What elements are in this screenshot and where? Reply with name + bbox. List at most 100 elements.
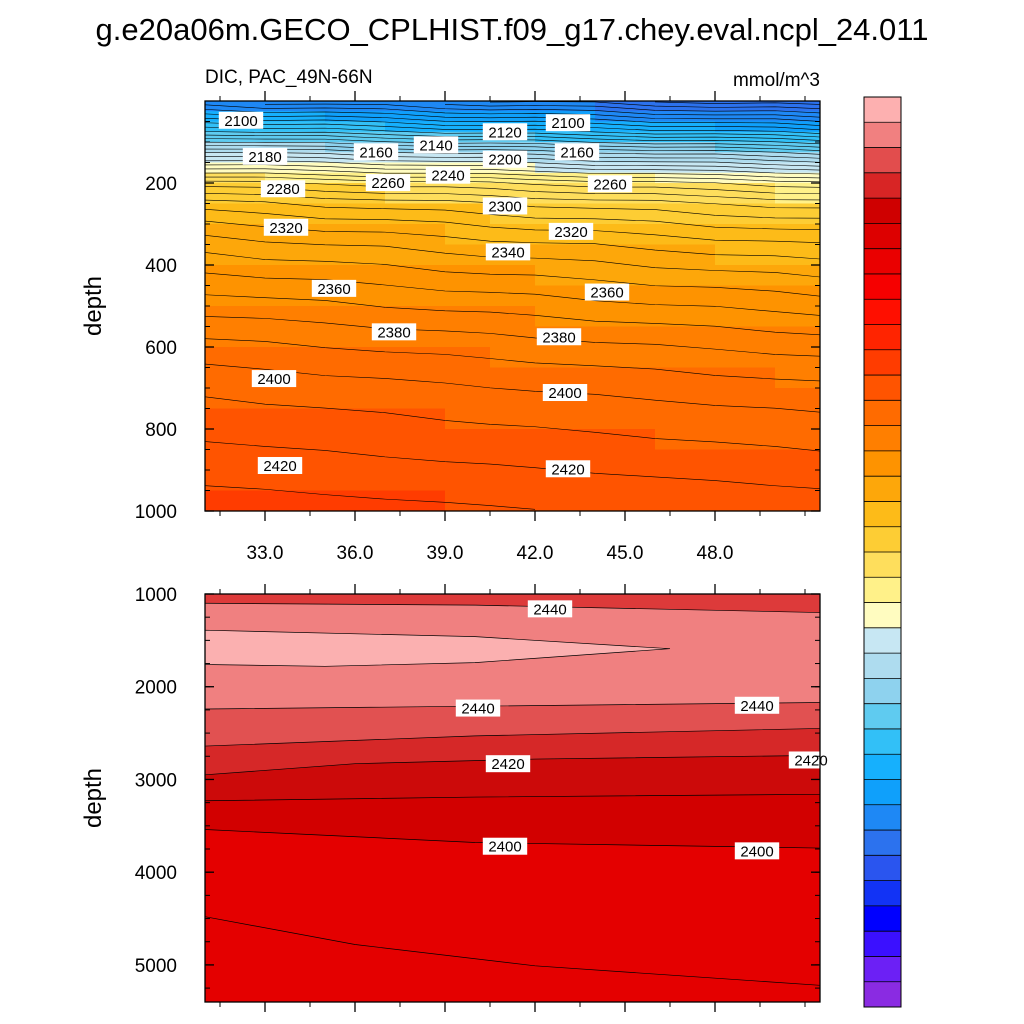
lower-contour-label: 2400	[488, 839, 521, 856]
upper-field-cell	[595, 449, 656, 471]
colorbar-swatch	[864, 273, 901, 300]
upper-contour-line	[205, 180, 820, 201]
upper-field-cell	[655, 367, 716, 389]
upper-contour-line	[444, 104, 820, 114]
upper-contour-label: 2160	[359, 144, 392, 161]
upper-contour-label: 2380	[542, 329, 575, 346]
upper-field-cell	[205, 429, 266, 451]
upper-field-cell	[655, 285, 716, 307]
upper-field-cell	[490, 265, 536, 287]
upper-field-cell	[205, 408, 266, 430]
colorbar-swatch	[864, 779, 901, 806]
colorbar-swatch	[864, 97, 901, 123]
upper-field-cell	[325, 203, 386, 225]
upper-field-cell	[535, 367, 596, 389]
lower-contour-label-bg	[734, 842, 780, 860]
upper-field-cell	[715, 326, 776, 348]
upper-contour-line	[205, 168, 820, 183]
upper-field-cell	[655, 121, 716, 133]
upper-field-cell	[445, 388, 491, 410]
upper-field-cell	[205, 142, 266, 153]
upper-field-cell	[490, 101, 536, 112]
upper-contour-line	[205, 176, 820, 194]
upper-field-cell	[775, 244, 820, 266]
upper-field-cell	[445, 285, 491, 307]
upper-field-cell	[490, 347, 536, 369]
upper-xtick-label: 48.0	[697, 543, 734, 564]
lower-contour-label: 2420	[794, 752, 827, 769]
lower-contour-label-bg	[527, 600, 573, 618]
colorbar-swatch	[864, 501, 901, 528]
colorbar-swatch	[864, 425, 901, 452]
upper-field-cell	[655, 183, 716, 205]
colorbar-frame	[863, 96, 902, 1008]
lower-contour-label: 2440	[461, 701, 494, 718]
lower-contour-label-bg	[482, 837, 528, 855]
upper-field-cell	[205, 490, 266, 511]
lower-contour-line	[205, 728, 820, 747]
upper-field-cell	[325, 244, 386, 266]
upper-field-cell	[775, 162, 820, 174]
upper-field-cell	[535, 306, 596, 328]
colorbar-swatch	[864, 703, 901, 730]
upper-field-cell	[775, 265, 820, 287]
lower-contour-label: 2400	[740, 843, 773, 860]
upper-contour-line	[205, 441, 820, 489]
colorbar	[863, 96, 902, 1008]
upper-field-cell	[715, 111, 776, 123]
upper-field-cell	[490, 285, 536, 307]
colorbar-swatch	[864, 880, 901, 907]
upper-ytick-label: 600	[145, 338, 177, 359]
upper-field-cell	[775, 172, 820, 184]
upper-contour-line	[205, 209, 820, 243]
upper-field-cell	[205, 347, 266, 369]
upper-contour-label-bg	[545, 114, 591, 132]
upper-field-cell	[655, 449, 716, 471]
upper-field-cell	[655, 101, 716, 112]
upper-field-cell	[205, 162, 266, 174]
upper-field-cell	[715, 131, 776, 143]
upper-ytick-label: 1000	[135, 502, 177, 523]
lower-contour-label-bg	[455, 699, 501, 717]
upper-field-cell	[445, 367, 491, 389]
upper-field-cell	[325, 347, 386, 369]
upper-field-cell	[265, 244, 326, 266]
upper-field-cell	[535, 131, 596, 143]
upper-field-cell	[775, 203, 820, 225]
upper-field-cell	[445, 326, 491, 348]
upper-contour-line	[205, 141, 820, 155]
colorbar-swatch	[864, 653, 901, 679]
lower-band	[205, 829, 820, 1002]
upper-contour-label: 2380	[377, 324, 410, 341]
upper-field-cell	[535, 265, 596, 287]
upper-field-cell	[655, 203, 716, 225]
colorbar-swatch	[864, 602, 901, 629]
upper-field-cell	[655, 326, 716, 348]
lower-contour-panel: 2440 2440 2440 2420 2420 2400 2400 1000 2000 3000…	[135, 584, 834, 1012]
upper-field-cell	[490, 326, 536, 348]
lower-contour-line	[205, 793, 820, 802]
colorbar-swatch	[864, 526, 901, 553]
colorbar-swatch	[864, 627, 901, 654]
upper-contour-label: 2100	[224, 113, 257, 130]
upper-field-cell	[535, 347, 596, 369]
upper-field-cell	[595, 388, 656, 410]
upper-field-cell	[385, 367, 446, 389]
upper-field-cell	[325, 224, 386, 246]
upper-field-cell	[265, 142, 326, 153]
colorbar-swatch	[864, 324, 901, 351]
upper-field-cell	[490, 408, 536, 430]
upper-field-cell	[490, 388, 536, 410]
upper-field-cell	[535, 244, 596, 266]
upper-field-cell	[490, 470, 536, 492]
upper-contour-label-bg	[263, 218, 309, 236]
upper-xtick-label: 45.0	[607, 543, 644, 564]
colorbar-swatch	[864, 172, 901, 199]
upper-field-cell	[445, 429, 491, 451]
upper-field-cell	[385, 152, 446, 164]
upper-field-cell	[655, 111, 716, 123]
upper-contour-label-bg	[371, 323, 417, 341]
upper-field-cell	[445, 490, 491, 511]
upper-contour-label: 2400	[257, 371, 290, 388]
colorbar-swatch	[864, 678, 901, 705]
